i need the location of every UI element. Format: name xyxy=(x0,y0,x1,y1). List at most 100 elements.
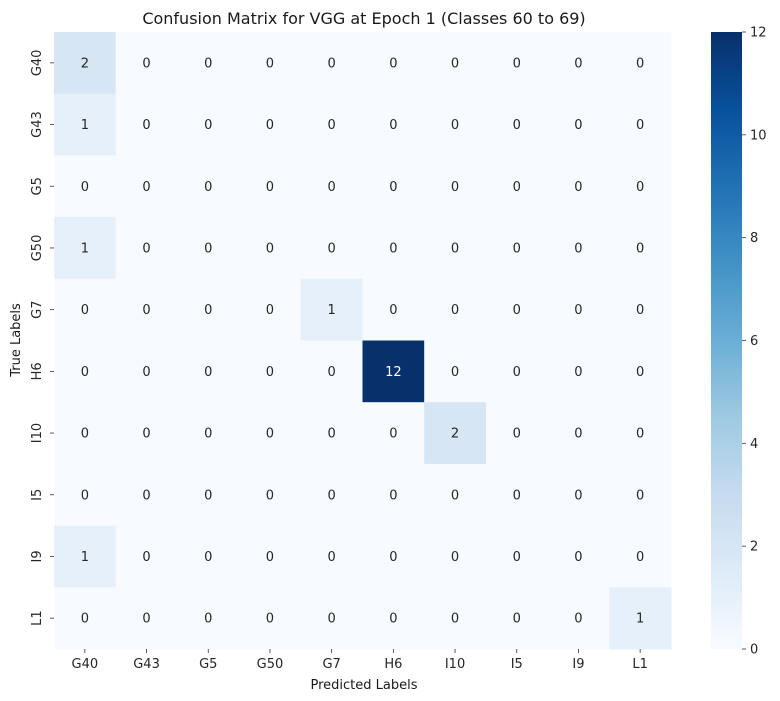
heatmap-cell xyxy=(424,217,487,280)
cell-value-label: 0 xyxy=(204,550,212,565)
cell-value-label: 0 xyxy=(142,180,150,195)
cell-value-label: 0 xyxy=(574,365,582,380)
cell-value-label: 0 xyxy=(451,365,459,380)
heatmap-cell xyxy=(177,340,240,403)
heatmap-cell xyxy=(362,155,425,218)
cell-value-label: 0 xyxy=(204,180,212,195)
x-axis: G40 G43 G5 G50 G7 H6 I10 I5 I9 L1 xyxy=(72,649,648,672)
cell-value-label: 0 xyxy=(451,612,459,627)
heatmap-cell xyxy=(609,93,672,156)
cell-value-label: 0 xyxy=(266,56,274,71)
cell-value-label: 0 xyxy=(204,427,212,442)
cell-value-label: 0 xyxy=(328,427,336,442)
x-tick-label: I5 xyxy=(511,657,523,672)
x-tick-label: G50 xyxy=(257,657,284,672)
heatmap-cell xyxy=(609,587,672,650)
y-tick-label: I9 xyxy=(30,550,45,562)
x-axis-label: Predicted Labels xyxy=(310,678,417,693)
cell-value-label: 0 xyxy=(574,118,582,133)
heatmap-cell xyxy=(177,463,240,527)
heatmap-cell xyxy=(362,587,425,650)
heatmap-cell xyxy=(115,217,178,280)
cell-value-label: 0 xyxy=(328,56,336,71)
heatmap-cell xyxy=(239,32,302,95)
heatmap-cell xyxy=(424,463,487,527)
cell-value-label: 0 xyxy=(266,550,274,565)
heatmap-cell xyxy=(362,217,425,280)
heatmap-cell xyxy=(485,402,549,465)
heatmap-cell xyxy=(424,93,487,156)
cell-value-label: 0 xyxy=(513,118,521,133)
cell-value-label: 0 xyxy=(513,365,521,380)
heatmap-cell xyxy=(485,278,549,342)
heatmap-cell xyxy=(300,278,364,342)
cell-value-label: 0 xyxy=(636,365,644,380)
heatmap-cell xyxy=(424,155,487,218)
heatmap-cells: 2 0 0 0 0 0 0 0 0 0 1 0 0 0 0 0 0 0 0 0 0 0 0 0 0 0 0 0 0 0 1 0 0 0 0 0 0 0 0 0… xyxy=(54,32,672,650)
cell-value-label: 0 xyxy=(451,488,459,503)
heatmap-cell xyxy=(239,278,302,342)
cell-value-label: 0 xyxy=(142,365,150,380)
heatmap-cell xyxy=(54,278,117,342)
heatmap-cell xyxy=(239,155,302,218)
cell-value-label: 0 xyxy=(574,303,582,318)
cell-value-label: 0 xyxy=(574,550,582,565)
colorbar-tick-label: 2 xyxy=(750,540,758,555)
heatmap-cell xyxy=(239,217,302,280)
cell-value-label: 0 xyxy=(328,612,336,627)
cell-value-label: 0 xyxy=(513,612,521,627)
cell-value-label: 0 xyxy=(204,303,212,318)
cell-value-label: 0 xyxy=(451,56,459,71)
cell-value-label: 0 xyxy=(266,303,274,318)
cell-value-label: 0 xyxy=(389,241,397,256)
cell-value-label: 0 xyxy=(266,488,274,503)
cell-value-label: 0 xyxy=(81,180,89,195)
heatmap-cell xyxy=(424,278,487,342)
heatmap-cell xyxy=(115,93,178,156)
cell-value-label: 0 xyxy=(266,427,274,442)
heatmap-cell xyxy=(609,402,672,465)
heatmap-cell xyxy=(177,402,240,465)
heatmap-cell xyxy=(177,93,240,156)
cell-value-label: 0 xyxy=(142,550,150,565)
x-tick-label: L1 xyxy=(632,657,648,672)
cell-value-label: 0 xyxy=(636,488,644,503)
cell-value-label: 0 xyxy=(636,303,644,318)
cell-value-label: 0 xyxy=(574,241,582,256)
heatmap-cell xyxy=(485,463,549,527)
cell-value-label: 0 xyxy=(266,241,274,256)
cell-value-label: 0 xyxy=(328,241,336,256)
cell-value-label: 0 xyxy=(328,118,336,133)
heatmap-cell xyxy=(609,525,672,588)
heatmap-cell xyxy=(300,402,364,465)
cell-value-label: 0 xyxy=(389,303,397,318)
cell-value-label: 0 xyxy=(513,180,521,195)
x-tick-label: H6 xyxy=(384,657,402,672)
heatmap-cell xyxy=(424,402,487,465)
cell-value-label: 0 xyxy=(513,550,521,565)
colorbar-tick-label: 0 xyxy=(750,643,758,658)
heatmap-cell xyxy=(485,217,549,280)
cell-value-label: 1 xyxy=(81,241,89,256)
cell-value-label: 0 xyxy=(142,241,150,256)
heatmap-cell xyxy=(239,402,302,465)
x-tick-label: G40 xyxy=(72,657,99,672)
cell-value-label: 0 xyxy=(636,241,644,256)
cell-value-label: 0 xyxy=(636,118,644,133)
heatmap-cell xyxy=(54,93,117,156)
heatmap-cell xyxy=(300,525,364,588)
heatmap-cell xyxy=(239,587,302,650)
y-axis: G40 G43 G5 G50 G7 H6 I10 I5 I9 L1 xyxy=(30,50,54,626)
heatmap-cell xyxy=(362,278,425,342)
x-tick-label: G5 xyxy=(199,657,217,672)
y-tick-label: I5 xyxy=(30,489,45,501)
cell-value-label: 0 xyxy=(81,488,89,503)
cell-value-label: 0 xyxy=(513,303,521,318)
heatmap-cell xyxy=(547,32,610,95)
heatmap-cell xyxy=(362,463,425,527)
cell-value-label: 0 xyxy=(204,241,212,256)
heatmap-cell xyxy=(485,32,549,95)
cell-value-label: 0 xyxy=(574,612,582,627)
heatmap-cell xyxy=(362,525,425,588)
heatmap-cell xyxy=(300,93,364,156)
